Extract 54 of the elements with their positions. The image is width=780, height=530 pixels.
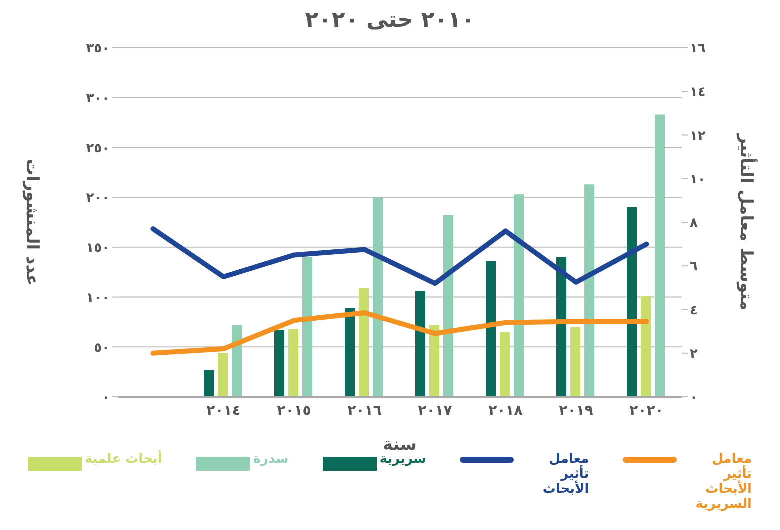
bar — [500, 332, 510, 397]
y2-tick-label: ١٦ — [690, 42, 706, 57]
x-tick-label: ٢٠١٩ — [559, 402, 594, 419]
y-tick-label: ٥٠ — [94, 340, 110, 356]
bar — [288, 329, 299, 397]
y2-tick-label: ١٢ — [690, 128, 706, 144]
y-tick-label: ١٠٠ — [86, 290, 110, 306]
text: معامل تأثير الأبحاث السريرية — [694, 452, 752, 512]
x-tick-label: ٢٠١٥ — [277, 402, 312, 419]
y2-tick-label: ١٠ — [690, 172, 706, 188]
x-tick-label: ٢٠١٦ — [348, 402, 382, 419]
chart-title: ٢٠١٠ حتى ٢٠٢٠ — [304, 8, 476, 35]
y2-tick-label: ٢ — [690, 346, 698, 362]
bar — [627, 208, 638, 397]
bar — [570, 327, 581, 397]
bar — [204, 370, 214, 397]
x-axis-title: سنة — [383, 435, 417, 455]
bar — [416, 291, 426, 397]
legend-label: معامل تأثير الأبحاث — [542, 452, 590, 497]
y2-tick-label: ١٤ — [690, 85, 706, 100]
y-tick-label: ٢٠٠ — [86, 191, 110, 206]
y2-tick-label: ٤ — [690, 303, 698, 318]
bar — [345, 308, 356, 397]
bar — [584, 184, 595, 397]
y-axis-title: عدد المنشورات — [22, 158, 42, 286]
legend-label: سدرة — [253, 452, 289, 467]
bar — [655, 114, 666, 397]
x-tick-label: ٢٠١٤ — [206, 402, 241, 419]
bar — [556, 257, 567, 397]
y-tick-label: ٣٥٠ — [86, 42, 110, 57]
bar — [486, 261, 496, 397]
legend-label: سريرية — [380, 452, 426, 467]
bar — [232, 325, 242, 397]
y-tick-label: ٠ — [102, 390, 110, 406]
x-tick-label: ٢٠٢٠ — [630, 402, 664, 419]
bar — [641, 296, 652, 397]
y-tick-label: ١٥٠ — [86, 241, 110, 256]
bar — [359, 288, 370, 397]
x-tick-label: ٢٠١٧ — [418, 402, 453, 419]
y-tick-label: ٣٠٠ — [86, 91, 110, 106]
y2-tick-label: ٦ — [690, 260, 698, 275]
bar — [218, 353, 228, 397]
bar — [274, 330, 285, 397]
y2-tick-label: ٠ — [690, 390, 698, 406]
y-tick-label: ٢٥٠ — [86, 141, 110, 156]
legend-label: أبحاث علمية — [85, 452, 162, 467]
bar — [444, 216, 454, 397]
bar — [373, 198, 384, 397]
bar — [514, 194, 524, 397]
bar — [430, 325, 440, 397]
y2-tick-label: ٨ — [690, 216, 698, 232]
bar — [302, 257, 313, 397]
x-tick-label: ٢٠١٨ — [488, 402, 524, 419]
y2-axis-title: متوسط معامل التأثير — [736, 133, 758, 311]
